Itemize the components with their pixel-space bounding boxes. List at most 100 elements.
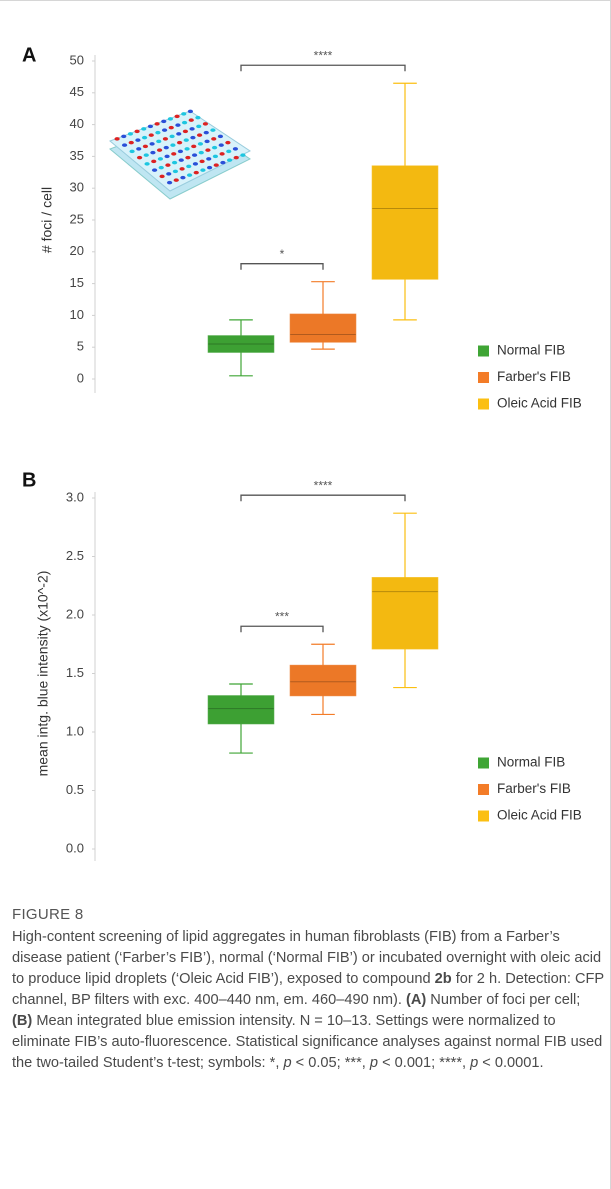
well: [156, 139, 162, 144]
well: [141, 127, 147, 131]
y-tick-label: 3.0: [66, 489, 84, 504]
caption-run: Number of foci per cell;: [426, 992, 581, 1008]
well: [147, 124, 154, 129]
well: [121, 134, 127, 139]
y-tick-label: 1.5: [66, 665, 84, 680]
well: [203, 130, 209, 135]
well: [196, 124, 202, 129]
chart-a: A # foci / cell 0 5 10 15 20 25 30 35 40 45 50 Normal…: [22, 44, 582, 411]
well: [226, 149, 232, 154]
y-tick-label: 35: [70, 148, 84, 163]
well: [225, 140, 231, 145]
y-tick-label: 25: [70, 211, 84, 226]
well: [204, 139, 210, 144]
y-tick-label: 1.0: [66, 723, 84, 738]
caption-run: High-content screening of lipid aggregat…: [12, 929, 602, 987]
caption-run: (B): [12, 1013, 33, 1029]
well: [156, 148, 163, 152]
y-tick-label: 2.0: [66, 606, 84, 621]
well: [181, 112, 187, 116]
box: [371, 165, 439, 280]
legend-label: Oleic Acid FIB: [497, 396, 582, 411]
legend-label: Normal FIB: [497, 755, 565, 770]
caption-run: (A): [405, 992, 427, 1008]
significance-bracket: [240, 625, 324, 633]
y-tick-label: 0: [77, 370, 84, 385]
well: [199, 159, 205, 164]
well: [167, 117, 174, 121]
well: [162, 137, 169, 141]
well: [128, 140, 134, 145]
well: [182, 129, 189, 134]
well: [169, 134, 175, 139]
well: [233, 155, 239, 160]
well: [240, 153, 246, 157]
well: [163, 145, 169, 150]
well: [213, 163, 219, 167]
well: [210, 128, 216, 132]
well: [175, 123, 181, 127]
significance-bracket: [240, 494, 406, 502]
y-tick-label: 15: [70, 275, 84, 290]
well: [197, 142, 204, 146]
well: [220, 160, 226, 165]
well: [148, 133, 154, 137]
well: [164, 154, 170, 159]
legend-swatch: [478, 757, 489, 769]
legend-label: Oleic Acid FIB: [497, 808, 582, 823]
well: [151, 168, 158, 172]
well: [211, 137, 217, 141]
well: [196, 133, 203, 137]
caption-run: p: [283, 1055, 292, 1071]
well: [121, 143, 128, 147]
well: [191, 153, 198, 157]
well: [135, 138, 141, 142]
well: [179, 167, 185, 171]
well: [176, 132, 182, 136]
well: [173, 178, 179, 182]
significance-label: ****: [314, 478, 333, 492]
well: [165, 163, 171, 167]
well: [155, 130, 161, 135]
y-tick-label: 45: [70, 84, 84, 99]
caption-run: < 0.0001.: [478, 1055, 544, 1071]
well: [127, 132, 134, 136]
panel-label: B: [22, 469, 36, 491]
well: [129, 149, 135, 154]
well: [176, 140, 183, 145]
well: [198, 150, 204, 155]
well: [184, 147, 190, 151]
well: [188, 118, 194, 122]
well: [190, 135, 196, 140]
well: [136, 147, 142, 151]
well: [219, 152, 225, 156]
y-tick-label: 0.0: [66, 840, 84, 855]
well: [211, 145, 218, 150]
well: [183, 138, 189, 142]
y-tick-label: 5: [77, 339, 84, 354]
well: [114, 137, 120, 141]
y-tick-label: 2.5: [66, 548, 84, 563]
caption-run: p: [369, 1055, 379, 1071]
box: [207, 335, 275, 353]
figure-label: FIGURE 8: [12, 906, 84, 923]
plate-illustration: [109, 109, 251, 200]
well: [174, 114, 180, 119]
well: [149, 142, 155, 146]
well: [172, 169, 179, 174]
well: [151, 159, 157, 164]
well: [166, 172, 172, 176]
y-tick-label: 0.5: [66, 782, 84, 797]
box: [289, 313, 357, 343]
well: [206, 157, 212, 161]
caption-run: 2b: [434, 971, 452, 987]
well: [161, 128, 168, 132]
y-tick-label: 20: [70, 243, 84, 258]
well: [226, 158, 233, 162]
well: [195, 115, 201, 120]
legend-swatch: [478, 345, 489, 357]
well: [166, 180, 173, 185]
y-axis-label: # foci / cell: [39, 187, 55, 253]
caption-run: < 0.05; ***,: [291, 1055, 370, 1071]
